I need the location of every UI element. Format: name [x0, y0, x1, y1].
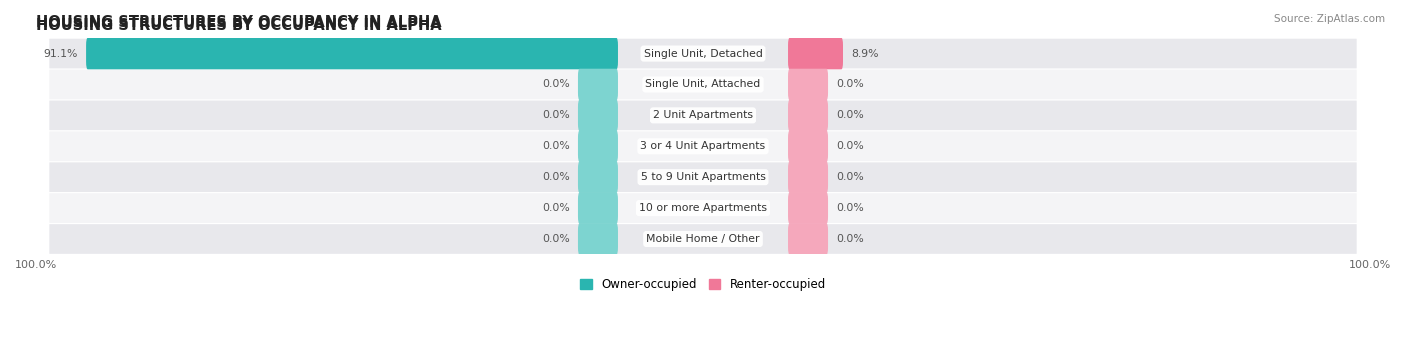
Text: 91.1%: 91.1% [44, 49, 77, 58]
FancyBboxPatch shape [49, 101, 1357, 130]
FancyBboxPatch shape [49, 131, 1357, 161]
FancyBboxPatch shape [578, 161, 619, 193]
FancyBboxPatch shape [787, 192, 828, 224]
FancyBboxPatch shape [578, 69, 619, 100]
Text: 8.9%: 8.9% [852, 49, 879, 58]
Text: HOUSING STRUCTURES BY OCCUPANCY IN ALPHA: HOUSING STRUCTURES BY OCCUPANCY IN ALPHA [37, 15, 441, 30]
FancyBboxPatch shape [578, 192, 619, 224]
Text: 0.0%: 0.0% [541, 79, 569, 90]
Text: 0.0%: 0.0% [837, 203, 865, 213]
Text: 0.0%: 0.0% [837, 234, 865, 244]
Text: 0.0%: 0.0% [837, 172, 865, 182]
Legend: Owner-occupied, Renter-occupied: Owner-occupied, Renter-occupied [575, 274, 831, 296]
Text: 0.0%: 0.0% [837, 141, 865, 151]
FancyBboxPatch shape [787, 223, 828, 255]
Text: 0.0%: 0.0% [541, 203, 569, 213]
FancyBboxPatch shape [49, 224, 1357, 254]
Text: 2 Unit Apartments: 2 Unit Apartments [652, 110, 754, 120]
FancyBboxPatch shape [578, 223, 619, 255]
FancyBboxPatch shape [787, 161, 828, 193]
Text: Mobile Home / Other: Mobile Home / Other [647, 234, 759, 244]
FancyBboxPatch shape [578, 131, 619, 162]
FancyBboxPatch shape [49, 70, 1357, 99]
Text: 0.0%: 0.0% [837, 79, 865, 90]
Text: 10 or more Apartments: 10 or more Apartments [638, 203, 768, 213]
FancyBboxPatch shape [86, 38, 619, 69]
Text: 0.0%: 0.0% [837, 110, 865, 120]
Text: 0.0%: 0.0% [541, 234, 569, 244]
FancyBboxPatch shape [49, 162, 1357, 192]
Text: Source: ZipAtlas.com: Source: ZipAtlas.com [1274, 14, 1385, 24]
FancyBboxPatch shape [49, 193, 1357, 223]
FancyBboxPatch shape [578, 100, 619, 131]
Text: HOUSING STRUCTURES BY OCCUPANCY IN ALPHA: HOUSING STRUCTURES BY OCCUPANCY IN ALPHA [37, 18, 441, 34]
Text: 0.0%: 0.0% [541, 141, 569, 151]
Text: 0.0%: 0.0% [541, 172, 569, 182]
Text: Single Unit, Detached: Single Unit, Detached [644, 49, 762, 58]
FancyBboxPatch shape [787, 131, 828, 162]
Text: 3 or 4 Unit Apartments: 3 or 4 Unit Apartments [641, 141, 765, 151]
FancyBboxPatch shape [787, 38, 844, 69]
FancyBboxPatch shape [787, 69, 828, 100]
Text: Single Unit, Attached: Single Unit, Attached [645, 79, 761, 90]
Text: 5 to 9 Unit Apartments: 5 to 9 Unit Apartments [641, 172, 765, 182]
Text: 0.0%: 0.0% [541, 110, 569, 120]
FancyBboxPatch shape [49, 39, 1357, 68]
FancyBboxPatch shape [787, 100, 828, 131]
